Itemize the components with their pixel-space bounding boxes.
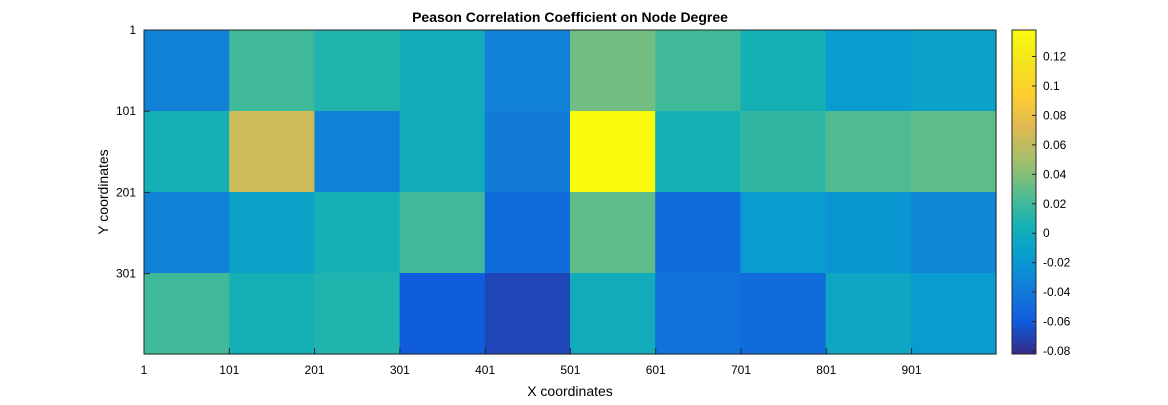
- heatmap-cell: [740, 192, 827, 274]
- heatmap-cell: [314, 192, 401, 274]
- x-axis: 1 101 201 301 401 501 601 701 801 901: [141, 348, 922, 377]
- x-tick-label: 801: [816, 363, 836, 377]
- colorbar-tick-label: -0.08: [1043, 344, 1071, 358]
- heatmap-cell: [229, 192, 315, 274]
- heatmap-cell: [229, 273, 315, 355]
- colorbar-tick-label: -0.02: [1043, 256, 1071, 270]
- heatmap-cell: [399, 111, 486, 193]
- heatmap-cell: [570, 111, 656, 193]
- heatmap-cell: [825, 30, 912, 112]
- x-axis-label: X coordinates: [527, 383, 613, 399]
- colorbar-tick-label: 0.12: [1043, 50, 1067, 64]
- chart-title: Peason Correlation Coefficient on Node D…: [412, 9, 728, 25]
- x-tick-label: 901: [902, 363, 922, 377]
- y-tick-label: 101: [116, 104, 136, 118]
- heatmap-cell: [825, 192, 912, 274]
- x-tick-label: 401: [475, 363, 495, 377]
- heatmap-cell: [314, 111, 401, 193]
- heatmap-cell: [144, 111, 230, 193]
- colorbar-tick-label: 0.1: [1043, 79, 1060, 93]
- heatmap-cell: [740, 30, 827, 112]
- colorbar: [1012, 30, 1036, 354]
- y-axis: 1 101 201 301: [116, 23, 150, 281]
- heatmap-cell: [399, 273, 486, 355]
- heatmap-cell: [484, 192, 571, 274]
- colorbar-tick-label: 0.02: [1043, 197, 1067, 211]
- heatmap-cell: [314, 30, 401, 112]
- heatmap-cell: [910, 192, 997, 274]
- heatmap-cell: [484, 111, 571, 193]
- x-tick-label: 701: [731, 363, 751, 377]
- heatmap-cell: [144, 192, 230, 274]
- colorbar-tick-label: 0.08: [1043, 108, 1067, 122]
- heatmap-cell: [314, 273, 401, 355]
- heatmap-cell: [655, 111, 741, 193]
- colorbar-tick-label: -0.06: [1043, 315, 1071, 329]
- heatmap-cell: [825, 273, 912, 355]
- heatmap-cell: [229, 111, 315, 193]
- heatmap-cell: [910, 30, 997, 112]
- heatmap-cells: [144, 30, 997, 355]
- heatmap-cell: [144, 30, 230, 112]
- heatmap-cell: [655, 30, 741, 112]
- y-axis-label: Y coordinates: [95, 149, 111, 234]
- heatmap-cell: [655, 273, 741, 355]
- heatmap-cell: [484, 273, 571, 355]
- heatmap-cell: [570, 273, 656, 355]
- heatmap-cell: [655, 192, 741, 274]
- heatmap-cell: [229, 30, 315, 112]
- x-tick-label: 301: [390, 363, 410, 377]
- heatmap-cell: [484, 30, 571, 112]
- heatmap-cell: [825, 111, 912, 193]
- heatmap-cell: [740, 111, 827, 193]
- y-tick-label: 1: [129, 23, 136, 37]
- x-tick-label: 101: [219, 363, 239, 377]
- heatmap-cell: [570, 30, 656, 112]
- x-tick-label: 1: [141, 363, 148, 377]
- colorbar-frame: [1011, 29, 1037, 355]
- y-tick-label: 301: [116, 267, 136, 281]
- x-tick-label: 201: [305, 363, 325, 377]
- y-tick-label: 201: [116, 185, 136, 199]
- x-tick-label: 501: [560, 363, 580, 377]
- colorbar-tick-label: 0.06: [1043, 138, 1067, 152]
- heatmap-cell: [740, 273, 827, 355]
- heatmap-cell: [144, 273, 230, 355]
- colorbar-tick-label: -0.04: [1043, 285, 1071, 299]
- heatmap-cell: [910, 111, 997, 193]
- colorbar-tick-label: 0: [1043, 226, 1050, 240]
- heatmap-cell: [570, 192, 656, 274]
- colorbar-ticks: 0.12 0.1 0.08 0.06 0.04 0.02 0 -0.02 -0.04 -0.06 -…: [1032, 50, 1071, 358]
- heatmap-cell: [910, 273, 997, 355]
- heatmap-cell: [399, 192, 486, 274]
- x-tick-label: 601: [646, 363, 666, 377]
- heatmap-cell: [399, 30, 486, 112]
- colorbar-tick-label: 0.04: [1043, 167, 1067, 181]
